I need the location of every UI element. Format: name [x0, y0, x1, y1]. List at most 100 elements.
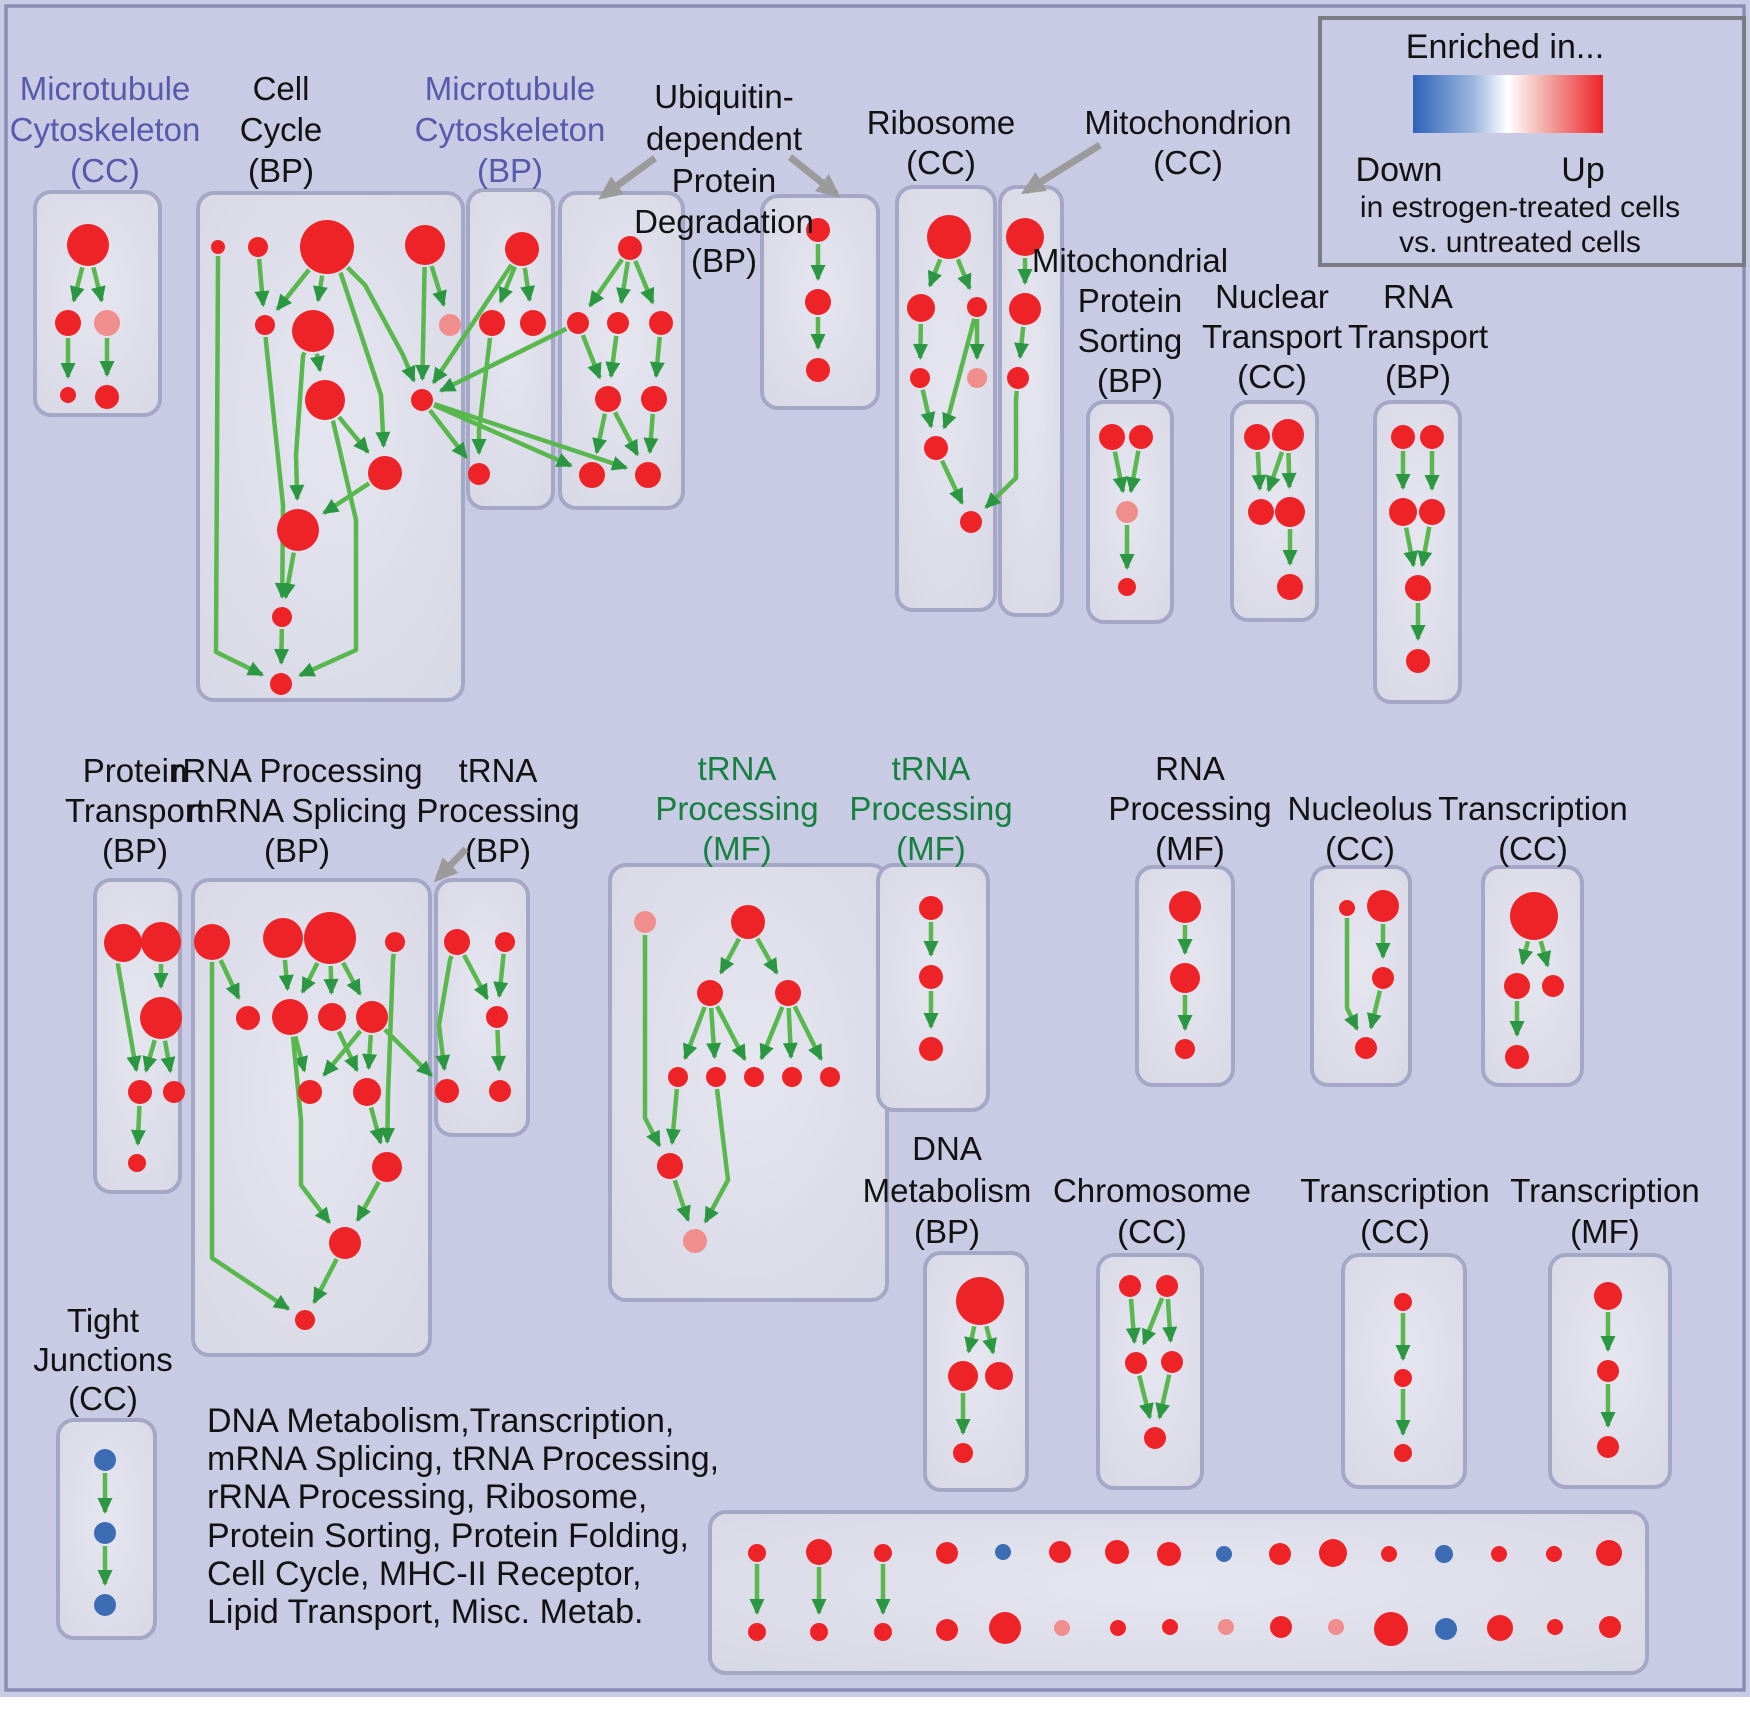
- cluster-label-mitochondrion-cc-line-1: Mitochondrion: [1084, 104, 1291, 141]
- edge-cell-cycle: [345, 265, 416, 383]
- cluster-label-transcription-cc-1-line-1: Transcription: [1438, 790, 1628, 827]
- cluster-label-protein-transport-line-3: (BP): [102, 832, 168, 869]
- edge-trna-mf-1: [706, 1007, 722, 1060]
- legend-title: Enriched in...: [1406, 28, 1604, 66]
- node-cell-cycle-a: [211, 240, 225, 254]
- node-chromosome-cc-c5: [1144, 1427, 1166, 1449]
- node-cell-cycle-f: [292, 310, 334, 352]
- node-dna-metabolism-d1: [956, 1277, 1004, 1325]
- edge-ubiquitin-bp: [643, 413, 659, 455]
- cluster-label-microtubule-cc-line-1: Microtubule: [20, 70, 191, 107]
- cluster-label-mt-bp-line-1: Microtubule: [425, 70, 596, 107]
- label-pointer-arrow-1: [598, 155, 658, 200]
- node-mt-bp-m2: [479, 310, 505, 336]
- cluster-label-nucleolus-cc-line-1: Nucleolus: [1288, 790, 1433, 827]
- node-tight-junctions-tj2: [94, 1522, 116, 1544]
- node-mt-bp-m3: [520, 310, 546, 336]
- node-ubiquitin-bp-2-v1: [806, 218, 830, 242]
- node-cell-cycle-c: [300, 220, 354, 274]
- cluster-label-tight-junctions-line-3: (CC): [68, 1380, 138, 1417]
- node-trna-bp-tb: [495, 932, 515, 952]
- node-rrna-mrna-g4: [385, 932, 405, 952]
- cluster-label-trna-mf-1-line-2: Processing: [655, 790, 818, 827]
- edge-cell-cycle: [298, 418, 359, 678]
- legend: Enriched in... Down Up in estrogen-treat…: [1318, 16, 1746, 267]
- edge-cell-cycle: [429, 265, 447, 307]
- cluster-label-mito-sorting-line-2: Protein: [1078, 282, 1183, 319]
- node-misc-a4: [936, 1542, 958, 1564]
- node-transcription-mf-l1: [1594, 1282, 1622, 1310]
- node-mito-sorting-s1: [1099, 424, 1125, 450]
- cluster-label-trna-mf-1-line-1: tRNA: [698, 750, 777, 787]
- node-misc-b16: [1599, 1616, 1621, 1638]
- edge-ribosome-cc: [955, 258, 972, 291]
- generated-diagram-layers: Microtubule Cytoskeleton (CC) Cell Cycle (BP)…: [10, 70, 1700, 1675]
- node-misc-a7: [1105, 1540, 1129, 1564]
- edge-ribosome-cc: [939, 459, 965, 505]
- edge-ubiquitin-bp: [616, 261, 631, 305]
- node-protein-transport-p3: [140, 997, 182, 1039]
- cluster-label-trna-bp-line-1: tRNA: [459, 752, 538, 789]
- node-transcription-mf-l3: [1597, 1436, 1619, 1458]
- cluster-box-chromosome-cc: [1096, 1253, 1204, 1490]
- edge-cross-cluster: [428, 408, 468, 459]
- node-ribosome-cc-r3: [967, 297, 987, 317]
- node-trna-mf-1-w7: [744, 1067, 764, 1087]
- node-trna-mf-1-w5: [668, 1067, 688, 1087]
- node-nuclear-transport-t4: [1275, 497, 1305, 527]
- node-nuclear-transport-t2: [1272, 419, 1304, 451]
- node-transcription-cc-2-j3: [1394, 1444, 1412, 1462]
- cluster-label-mito-sorting-line-4: (BP): [1097, 362, 1163, 399]
- cluster-label-transcription-mf-line-1: Transcription: [1510, 1172, 1700, 1209]
- cluster-label-trna-mf-2-line-3: (MF): [896, 830, 966, 867]
- cluster-label-mitochondrion-cc-line-2: (CC): [1153, 144, 1223, 181]
- node-trna-bp-ta: [444, 929, 470, 955]
- edge-trna-bp: [491, 1029, 507, 1072]
- node-microtubule-cc-n1: [67, 224, 109, 266]
- edge-rrna-mrna: [322, 1029, 363, 1077]
- node-mt-bp-m4: [468, 463, 490, 485]
- node-microtubule-cc-n2: [55, 310, 81, 336]
- edge-rna-transport: [1417, 526, 1433, 568]
- node-rrna-mrna-g5: [236, 1006, 260, 1030]
- node-protein-transport-p1: [104, 924, 142, 962]
- node-misc-b5: [989, 1612, 1021, 1644]
- node-ribosome-cc-r5: [967, 368, 987, 388]
- cluster-label-rna-transport-line-3: (BP): [1385, 358, 1451, 395]
- cluster-label-ubiquitin-bp-line-2: dependent: [646, 120, 802, 157]
- node-ribosome-cc-r6: [924, 436, 948, 460]
- node-transcription-cc-1-k2: [1504, 973, 1530, 999]
- edge-cross-cluster: [433, 401, 629, 471]
- node-ubiquitin-bp-2-v2: [805, 289, 831, 315]
- edge-rrna-mrna: [355, 1180, 381, 1222]
- cluster-label-trna-bp-line-3: (BP): [465, 832, 531, 869]
- node-misc-a8: [1157, 1542, 1181, 1566]
- cluster-label-nuclear-transport-line-1: Nuclear: [1215, 278, 1329, 315]
- node-cell-cycle-f2: [305, 380, 345, 420]
- node-misc-b15: [1547, 1619, 1563, 1635]
- node-trna-mf-2-x1: [919, 896, 943, 920]
- node-dna-metabolism-d3: [985, 1362, 1013, 1390]
- node-nuclear-transport-t1: [1244, 424, 1270, 450]
- node-misc-b10: [1270, 1616, 1292, 1638]
- cluster-label-cell-cycle-line-2: Cycle: [240, 111, 323, 148]
- cluster-label-rna-transport-line-1: RNA: [1383, 278, 1453, 315]
- edge-trna-mf-1: [642, 935, 662, 1148]
- legend-up-label: Up: [1561, 151, 1604, 189]
- node-rna-transport-q5: [1405, 575, 1431, 601]
- node-nucleolus-cc-z3: [1372, 967, 1394, 989]
- node-trna-mf-2-x3: [919, 1037, 943, 1061]
- edge-rrna-mrna: [209, 962, 291, 1311]
- cluster-label-trna-mf-2-line-1: tRNA: [892, 750, 971, 787]
- node-rrna-mrna-g7: [318, 1003, 346, 1031]
- edge-ubiquitin-bp: [592, 413, 608, 455]
- edge-cross-cluster: [984, 390, 1020, 509]
- node-ubiquitin-bp-u8: [635, 462, 661, 488]
- edge-trna-mf-1: [682, 1006, 707, 1061]
- node-cell-cycle-x: [368, 456, 402, 490]
- node-misc-a3: [874, 1544, 892, 1562]
- edge-cell-cycle: [213, 256, 264, 677]
- node-ubiquitin-bp-u6: [641, 386, 667, 412]
- cluster-label-nuclear-transport-line-2: Transport: [1202, 318, 1342, 355]
- edge-nuclear-transport: [1251, 451, 1267, 491]
